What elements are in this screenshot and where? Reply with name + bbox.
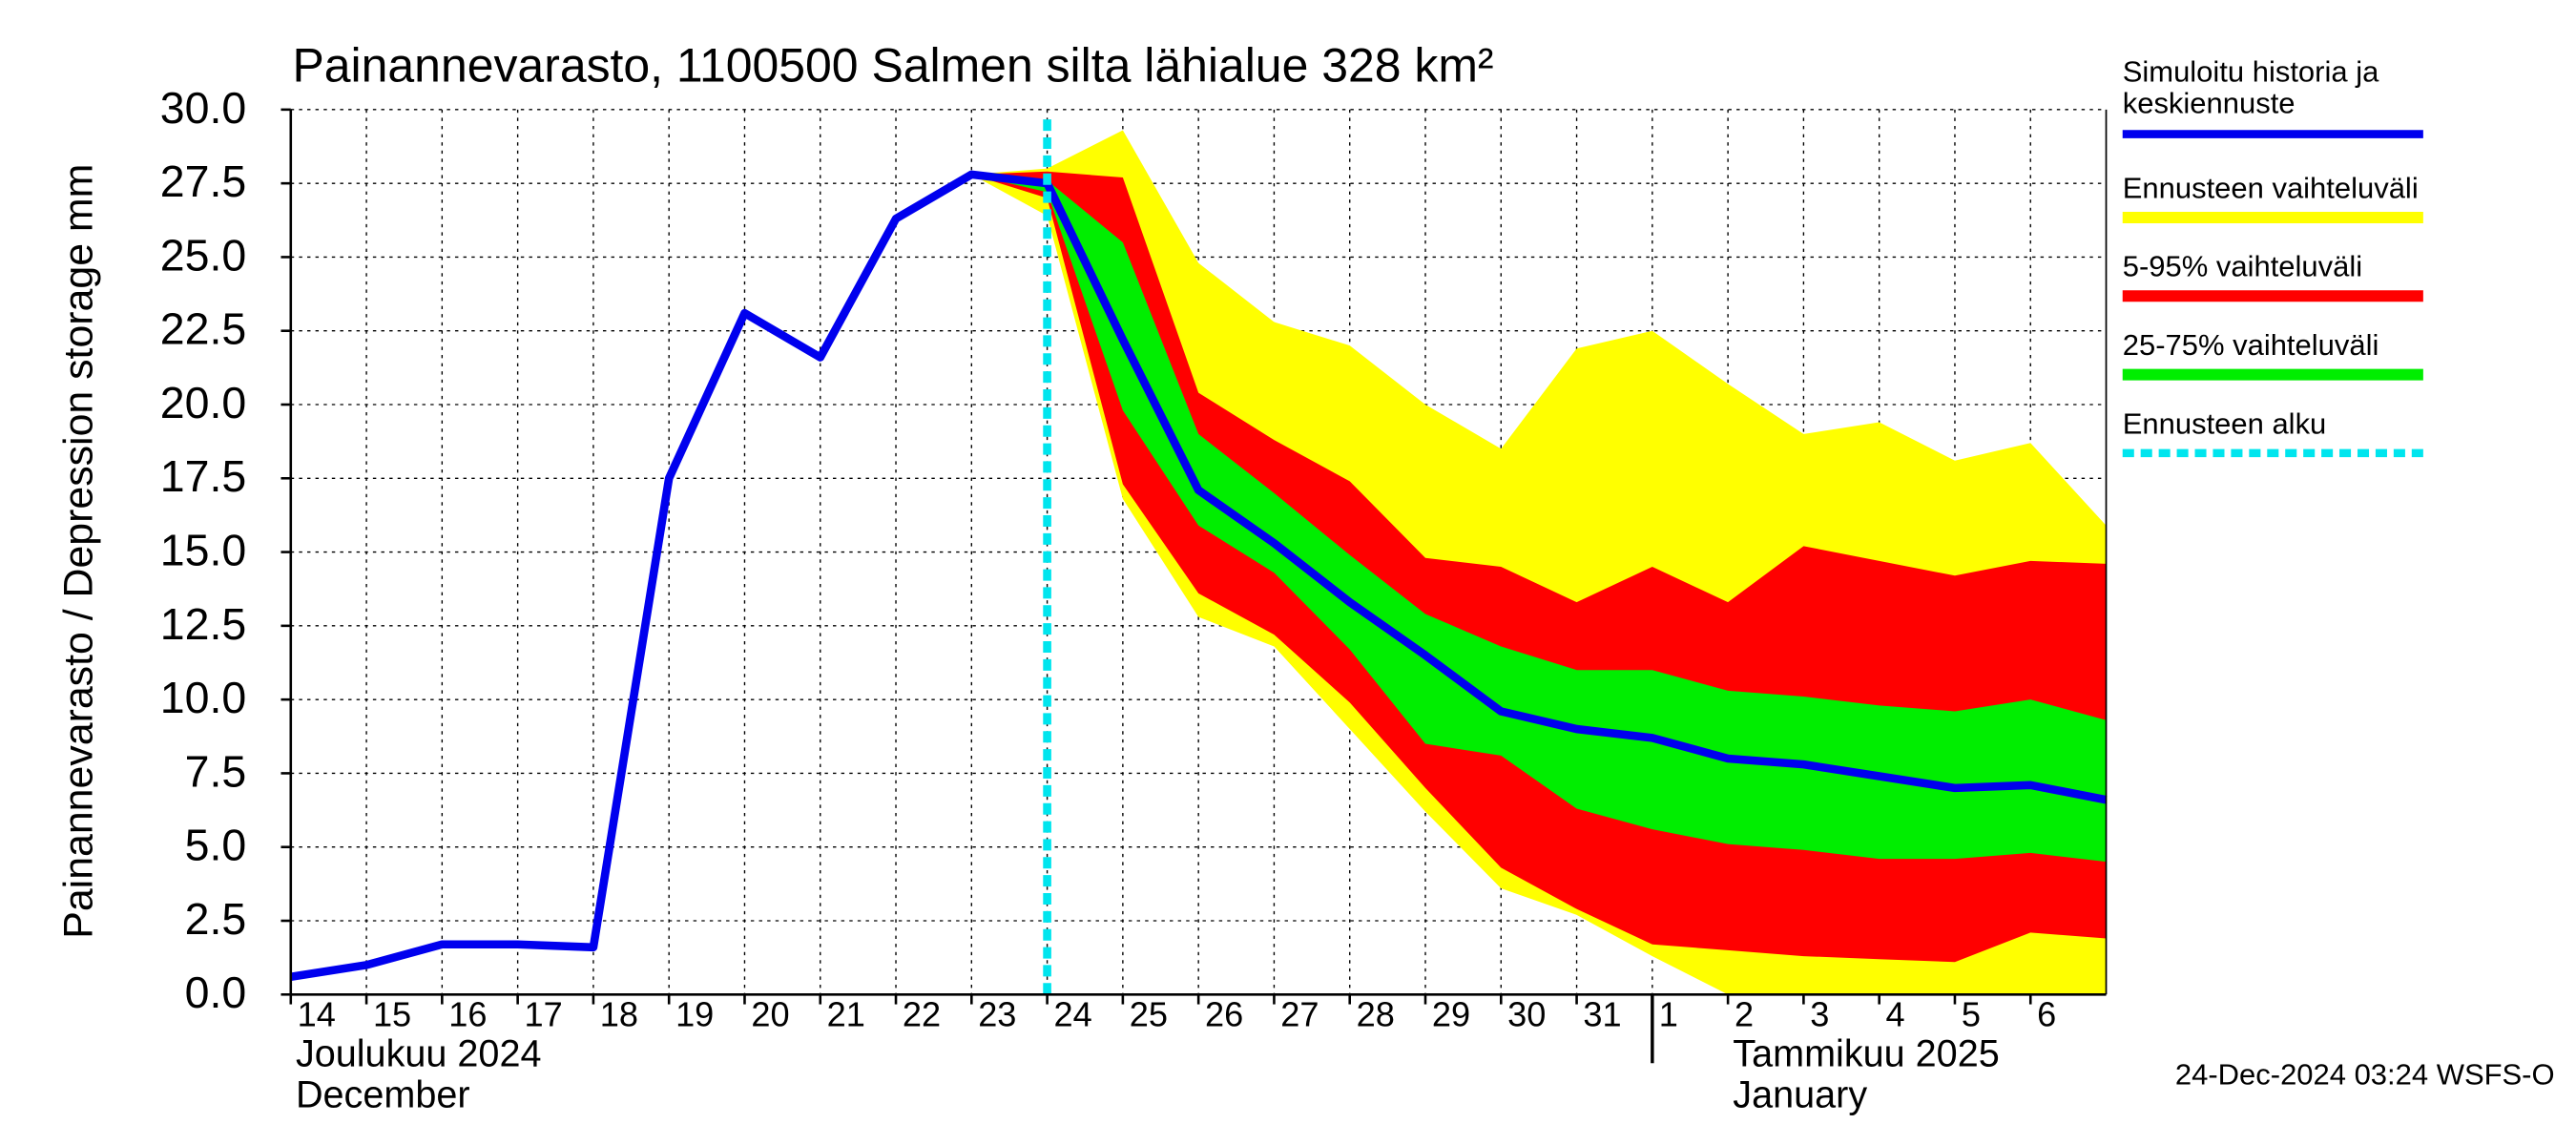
x-tick-label: 6 [2037, 995, 2056, 1034]
x-tick-label: 29 [1432, 995, 1470, 1034]
x-tick-label: 4 [1886, 995, 1905, 1034]
y-axis-label: Painannevarasto / Depression storage mm [55, 164, 101, 939]
x-tick-label: 15 [373, 995, 411, 1034]
x-tick-label: 16 [448, 995, 487, 1034]
x-tick-label: 24 [1053, 995, 1091, 1034]
x-tick-label: 28 [1357, 995, 1395, 1034]
legend-label: 25-75% vaihteluväli [2123, 328, 2379, 362]
y-tick-label: 5.0 [185, 821, 247, 870]
x-tick-label: 18 [600, 995, 638, 1034]
y-tick-label: 30.0 [160, 83, 246, 133]
x-tick-label: 19 [675, 995, 714, 1034]
y-tick-label: 10.0 [160, 673, 246, 722]
x-tick-label: 27 [1280, 995, 1319, 1034]
y-tick-label: 15.0 [160, 526, 246, 575]
x-tick-label: 31 [1583, 995, 1621, 1034]
x-tick-label: 23 [978, 995, 1016, 1034]
x-tick-label: 17 [525, 995, 563, 1034]
y-tick-label: 20.0 [160, 378, 246, 427]
x-tick-label: 30 [1507, 995, 1546, 1034]
y-tick-label: 25.0 [160, 230, 246, 280]
y-tick-label: 12.5 [160, 599, 246, 649]
chart-title: Painannevarasto, 1100500 Salmen silta lä… [293, 39, 1494, 93]
legend-label: Ennusteen vaihteluväli [2123, 171, 2419, 204]
y-tick-label: 2.5 [185, 894, 247, 944]
legend-label-line: keskiennuste [2123, 86, 2296, 119]
x-tick-label: 25 [1130, 995, 1168, 1034]
x-tick-label: 1 [1659, 995, 1678, 1034]
y-tick-label: 27.5 [160, 156, 246, 206]
x-tick-label: 2 [1735, 995, 1754, 1034]
legend-label: Simuloitu historia ja keskiennuste [2123, 55, 2379, 119]
y-tick-label: 22.5 [160, 304, 246, 354]
y-tick-label: 7.5 [185, 746, 247, 796]
footer: 24-Dec-2024 03:24 WSFS-O [2175, 1058, 2555, 1092]
legend-label: 5-95% vaihteluväli [2123, 250, 2362, 283]
x-tick-label: 22 [903, 995, 941, 1034]
month-label: Joulukuu 2024 [296, 1033, 542, 1075]
x-tick-label: 3 [1810, 995, 1829, 1034]
y-tick-label: 17.5 [160, 451, 246, 501]
x-tick-label: 21 [827, 995, 865, 1034]
month-label: Tammikuu 2025 [1733, 1033, 1999, 1075]
y-tick-label: 0.0 [185, 968, 247, 1017]
x-tick-label: 5 [1962, 995, 1981, 1034]
x-tick-label: 14 [298, 995, 336, 1034]
legend-label: Ennusteen alku [2123, 406, 2327, 440]
x-tick-label: 20 [751, 995, 789, 1034]
line [290, 170, 2108, 981]
x-tick-label: 26 [1205, 995, 1243, 1034]
month-label: December [296, 1074, 470, 1116]
legend-label-line: Simuloitu historia ja [2123, 55, 2379, 89]
month-label: January [1733, 1074, 1867, 1116]
